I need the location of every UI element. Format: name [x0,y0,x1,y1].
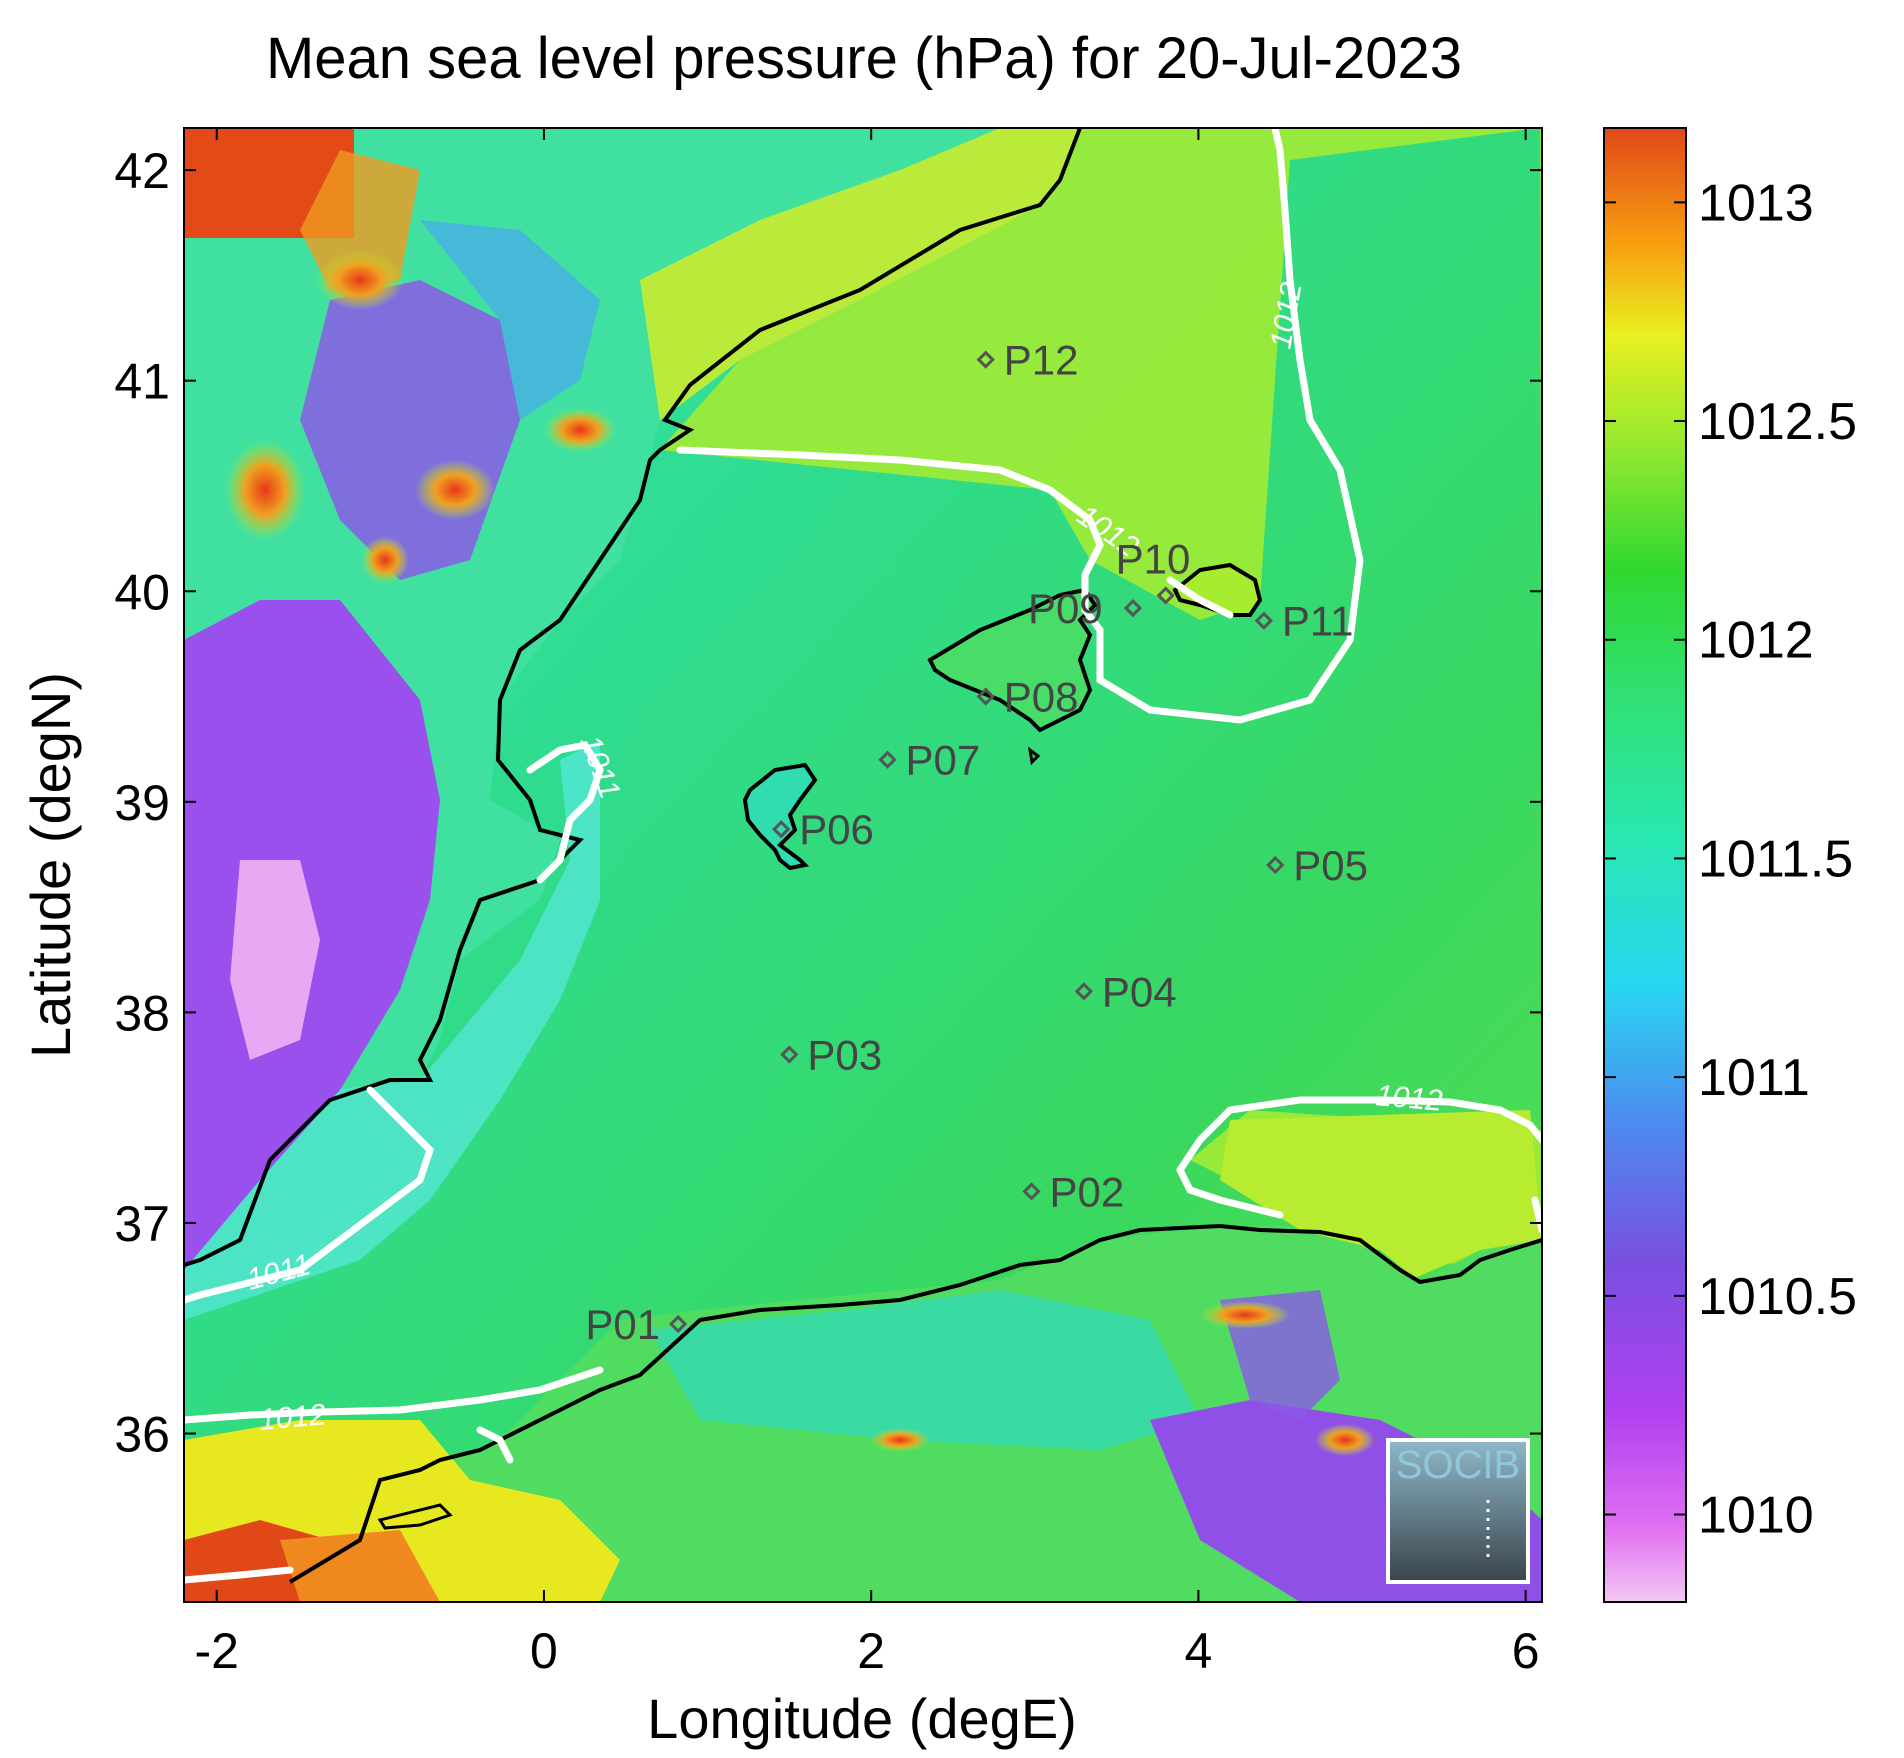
iberia-pink-zone [230,860,320,1060]
contour-1012-southeast [1176,1096,1542,1174]
hotspot-a [225,440,305,540]
contour-label-1012-southeast: 1012 [1374,1079,1444,1118]
hotspot-c [361,536,409,584]
africa-coastline [288,1223,1542,1584]
x-axis-label: Longitude (degE) [647,1687,1077,1750]
x-tick-label: 2 [857,1623,885,1679]
station-marker [1254,611,1273,630]
hotspot-d [544,408,616,452]
africa-cyan-zone [650,1290,1200,1450]
station-marker [1022,1182,1041,1201]
hotspot-e [316,250,404,310]
colorbar-tick-label: 1012 [1698,612,1814,670]
iberia-blue-band [420,220,600,420]
socib-logo-text: SOCIB [1396,1443,1520,1487]
y-tick-label: 39 [114,775,170,831]
station-marker [976,687,995,706]
iberia-coastline [184,128,1082,1267]
station-label: P04 [1102,968,1177,1015]
y-tick-label: 41 [114,354,170,410]
contour-1012-mallorca [1166,576,1234,619]
colorbar-tick-label: 1013 [1698,174,1814,232]
ibiza-island [742,762,818,871]
y-axis-ticks: 36 37 38 39 40 41 42 [114,143,1542,1463]
station-label: P01 [585,1301,660,1348]
cabrera-island [1027,746,1041,766]
x-tick-label: 6 [1512,1623,1540,1679]
x-tick-label: -2 [194,1623,238,1679]
station-marker [1123,598,1143,618]
x-axis-ticks: -2 0 2 4 6 [194,128,1540,1679]
station-marker [780,1045,799,1064]
station-label: P06 [799,806,874,853]
colorbar-tick-label: 1010 [1698,1487,1814,1545]
contour-label-1012-southwest: 1012 [258,1398,328,1437]
station-label: P08 [1004,674,1079,721]
colorbar-tick-label: 1011 [1698,1049,1810,1107]
y-tick-label: 42 [114,143,170,199]
socib-logo: SOCIB [1386,1438,1530,1584]
y-tick-label: 36 [114,1407,170,1463]
contour-1012-north [676,128,1364,724]
station-label: P02 [1050,1168,1125,1215]
station-label: P12 [1004,337,1079,384]
station-marker [772,820,791,839]
colorbar-ticks: 1010 1010.5 1011 1011.5 1012 1012.5 1013 [1604,174,1857,1545]
sea-high-pressure-north [660,128,1542,1270]
station-label: P07 [906,737,981,784]
contour-1012-africa [476,1426,514,1464]
colorbar-tick-label: 1012.5 [1698,393,1857,451]
x-tick-label: 0 [530,1623,558,1679]
alboran-island [377,1503,453,1530]
mallorca-island [927,587,1098,733]
menorca-island [1172,562,1263,617]
africa-orange-zone [280,1530,440,1602]
y-tick-label: 37 [114,1196,170,1252]
y-tick-label: 38 [114,985,170,1041]
colorbar-gradient [1603,127,1687,1603]
contour-1011-corner [1531,1196,1542,1234]
colorbar-tick-label: 1010.5 [1698,1268,1857,1326]
station-label: P09 [1028,585,1103,632]
map-plot-area: 1012 1012 1011 1011 1012 1012 P01P02P03P… [184,128,1542,1602]
colorbar-tick-label: 1011.5 [1698,830,1853,888]
sea-high-pressure-southeast [1220,1110,1542,1280]
station-label: P03 [807,1032,882,1079]
station-markers: P01 P02 P03 P04 P05 P06 P07 P08 P09 P10 P11 P12 [585,337,1368,1348]
pressure-contours [184,128,1542,1584]
x-tick-label: 4 [1185,1623,1213,1679]
hotspot-africa-c [870,1428,930,1452]
station-marker [878,750,897,769]
y-axis-label: Latitude (degN) [19,672,82,1058]
hotspot-b [415,460,495,520]
hotspot-africa-b [1315,1424,1375,1456]
contour-1012-southeast-tail [1176,1166,1284,1219]
contour-1012-southwest [184,1366,604,1424]
hotspot-africa-a [1200,1301,1290,1329]
station-label: P11 [1282,598,1354,645]
contour-1011-west [526,741,604,884]
colorbar: 1010 1010.5 1011 1011.5 1012 1012.5 1013 [1603,127,1857,1603]
iberia-yellow-north [640,128,1080,420]
station-marker [1156,586,1175,605]
contour-1011-south [184,1086,435,1304]
station-label: P10 [1116,535,1191,582]
sea-low-pressure-west [184,740,600,1320]
chart-title: Mean sea level pressure (hPa) for 20-Jul… [266,26,1462,91]
station-marker [1266,855,1285,875]
station-marker [668,1314,688,1334]
station-label: P05 [1293,842,1368,889]
contour-1012-bottom [184,1566,294,1584]
station-marker [976,350,995,369]
plot-frame [183,127,1543,1603]
iberia-orange-zone [300,150,420,290]
y-tick-label: 40 [114,564,170,620]
station-marker [1074,982,1094,1001]
